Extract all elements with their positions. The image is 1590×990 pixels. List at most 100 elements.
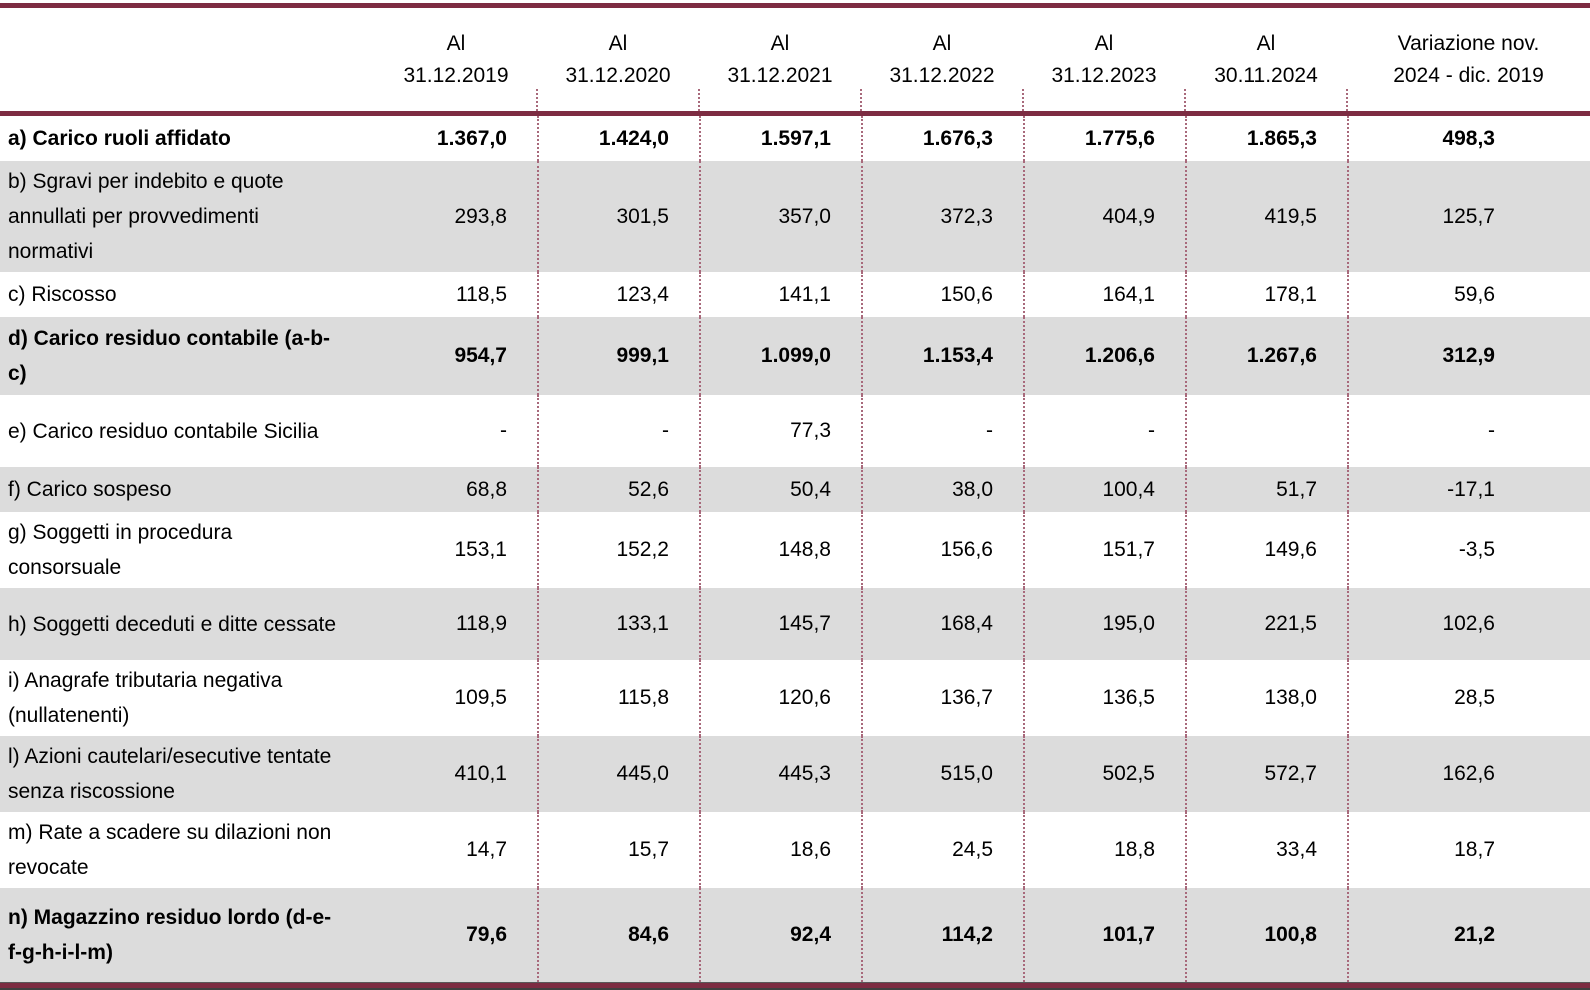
table-row: e) Carico residuo contabile Sicilia - -77,… [0,395,1590,467]
row-label: a) Carico ruoli affidato [8,127,231,150]
column-header: Variazione nov. 2024 - dic. 2019 [1346,8,1590,111]
value-cell: 404,9 [1023,161,1185,272]
value-cell [1185,395,1347,467]
value-cell: 21,2 [1347,888,1590,982]
column-header-line2: 31.12.2019 [403,63,509,87]
value-cell: 115,8 [537,660,699,736]
value-cell: -3,5 [1347,512,1590,588]
value-cell: 125,7 [1347,161,1590,272]
value-cell: 102,6 [1347,588,1590,660]
row-label: f) Carico sospeso [8,478,172,501]
row-label: c) Riscosso [8,283,117,306]
table-row: g) Soggetti in procedura consorsuale 153,… [0,512,1590,588]
table-row: a) Carico ruoli affidato 1.367,0 1.424,0 1.… [0,116,1590,161]
value-cell: 50,4 [699,467,861,512]
value-cell: 156,6 [861,512,1023,588]
value-cell: 118,5 [456,282,507,306]
header-label-spacer [0,8,375,111]
table-row: m) Rate a scadere su dilazioni non revoc… [0,812,1590,888]
value-cell: 1.206,6 [1023,317,1185,395]
value-cell: 502,5 [1023,736,1185,812]
value-cell: 152,2 [537,512,699,588]
value-cell: 149,6 [1185,512,1347,588]
value-cell: 419,5 [1185,161,1347,272]
value-cell: 18,8 [1023,812,1185,888]
row-label: m) Rate a scadere su dilazioni non revoc… [8,821,332,879]
row-label: g) Soggetti in procedura consorsuale [8,521,233,579]
table-row: h) Soggetti deceduti e ditte cessate 118,… [0,588,1590,660]
column-header-line1: Variazione nov. [1397,31,1540,55]
table-row: b) Sgravi per indebito e quote annullati… [0,161,1590,272]
column-header-line1: Al [446,31,466,55]
value-cell: 136,7 [861,660,1023,736]
column-header: Al 31.12.2020 [536,8,699,111]
column-header-line2: 31.12.2020 [565,63,671,87]
value-cell: 293,8 [454,204,507,228]
value-cell: 357,0 [699,161,861,272]
value-cell: 301,5 [537,161,699,272]
column-header: Al 31.12.2022 [860,8,1023,111]
row-label: i) Anagrafe tributaria negativa (nullate… [8,669,283,727]
value-cell: 141,1 [699,272,861,317]
row-label: d) Carico residuo contabile (a-b-c) [8,327,331,385]
value-cell: 445,3 [699,736,861,812]
value-cell: 92,4 [699,888,861,982]
value-cell: 372,3 [861,161,1023,272]
value-cell: 24,5 [861,812,1023,888]
value-cell: 150,6 [861,272,1023,317]
value-cell: - [861,395,1023,467]
column-header-line2: 31.12.2021 [727,63,833,87]
row-label: h) Soggetti deceduti e ditte cessate [8,612,337,636]
table-body: a) Carico ruoli affidato 1.367,0 1.424,0 1.… [0,116,1590,982]
value-cell: 195,0 [1023,588,1185,660]
value-cell: 312,9 [1347,317,1590,395]
value-cell: 168,4 [861,588,1023,660]
column-header-line2: 31.12.2023 [1051,63,1157,87]
table-row: l) Azioni cautelari/esecutive tentate se… [0,736,1590,812]
value-cell: 1.865,3 [1185,116,1347,161]
value-cell: 498,3 [1347,116,1590,161]
column-header: Al 30.11.2024 [1184,8,1347,111]
value-cell: 100,8 [1185,888,1347,982]
value-cell: 1.367,0 [436,126,507,150]
value-cell: 999,1 [537,317,699,395]
value-cell: 18,7 [1347,812,1590,888]
value-cell: 118,9 [456,612,507,635]
value-cell: 133,1 [537,588,699,660]
value-cell: 151,7 [1023,512,1185,588]
value-cell: 68,8 [466,477,507,501]
value-cell: - [500,419,507,442]
top-rule [0,3,1590,8]
value-cell: 1.676,3 [861,116,1023,161]
value-cell: 162,6 [1347,736,1590,812]
column-header-line1: Al [1094,31,1114,55]
value-cell: 1.775,6 [1023,116,1185,161]
value-cell: 33,4 [1185,812,1347,888]
column-header: Al 31.12.2021 [698,8,861,111]
table-row: d) Carico residuo contabile (a-b-c) 954,7… [0,317,1590,395]
column-header-line2: 31.12.2022 [889,63,995,87]
value-cell: 59,6 [1347,272,1590,317]
value-cell: 136,5 [1023,660,1185,736]
row-label: e) Carico residuo contabile Sicilia [8,419,319,443]
column-header: Al 31.12.2019 [375,8,537,111]
row-label: l) Azioni cautelari/esecutive tentate se… [8,745,332,803]
value-cell: 123,4 [537,272,699,317]
value-cell: 145,7 [699,588,861,660]
header-rule [0,111,1590,116]
value-cell: 221,5 [1185,588,1347,660]
value-cell: 515,0 [861,736,1023,812]
value-cell: 120,6 [699,660,861,736]
value-cell: 1.099,0 [699,317,861,395]
value-cell: 954,7 [454,344,507,367]
value-cell: 79,6 [466,923,507,946]
column-header: Al 31.12.2023 [1022,8,1185,111]
value-cell: 1.267,6 [1185,317,1347,395]
value-cell: 114,2 [861,888,1023,982]
column-header-line1: Al [932,31,952,55]
value-cell: 77,3 [699,395,861,467]
value-cell: 100,4 [1023,467,1185,512]
value-cell: 572,7 [1185,736,1347,812]
value-cell: 109,5 [454,686,507,709]
